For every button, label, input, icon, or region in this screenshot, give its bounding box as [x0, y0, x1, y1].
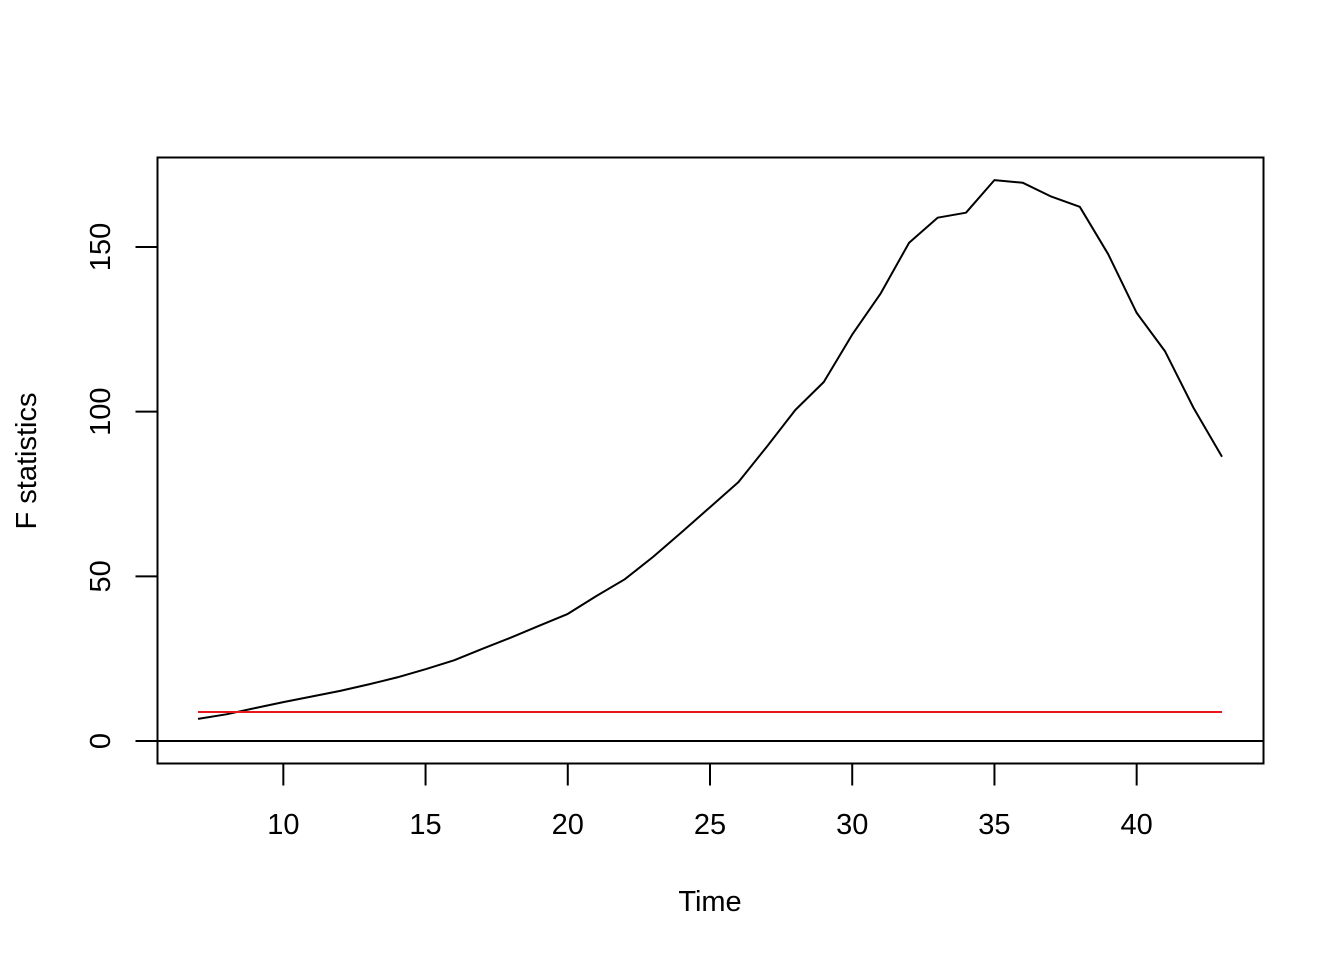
x-tick-label: 35 [978, 809, 1010, 841]
y-tick-label: 50 [85, 560, 117, 592]
x-tick-label: 20 [552, 809, 584, 841]
y-tick-label: 100 [85, 387, 117, 435]
y-tick-label: 0 [85, 733, 117, 749]
x-tick-label: 30 [836, 809, 868, 841]
x-tick-label: 10 [267, 809, 299, 841]
x-tick-label: 15 [409, 809, 441, 841]
x-axis: 10 15 20 25 30 35 40 [267, 762, 1153, 841]
y-axis-title: F statistics [11, 393, 43, 530]
x-tick-label: 25 [694, 809, 726, 841]
x-tick-label: 40 [1121, 809, 1153, 841]
y-axis: 0 50 100 150 [85, 223, 159, 749]
series-layer [197, 179, 1223, 720]
y-tick-label: 150 [85, 223, 117, 271]
series-line-0 [197, 179, 1223, 720]
x-axis-title: Time [678, 886, 741, 918]
plot-frame [156, 156, 1265, 765]
